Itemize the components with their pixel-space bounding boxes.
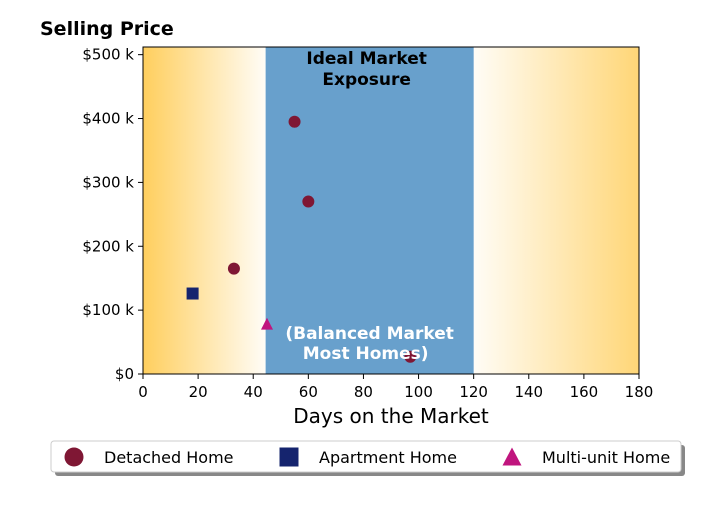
x-tick-label: 160: [570, 383, 599, 401]
data-point-circle: [404, 350, 417, 363]
y-tick-label: $100 k: [82, 301, 134, 319]
legend-label: Detached Home: [104, 448, 234, 467]
data-point-circle: [302, 195, 315, 208]
chart-title: Selling Price: [40, 18, 174, 40]
legend-marker-triangle: [502, 447, 522, 466]
x-tick-label: 180: [625, 383, 654, 401]
legend-box: [50, 440, 682, 473]
x-tick-label: 20: [189, 383, 208, 401]
legend-label: Multi-unit Home: [542, 448, 670, 467]
x-tick-label: 0: [138, 383, 148, 401]
data-markers: [186, 115, 417, 363]
y-tick-label: $500 k: [82, 46, 134, 64]
data-point-circle: [288, 115, 301, 128]
band-subtitle-line-2: Most Homes): [303, 344, 429, 364]
y-tick-label: $300 k: [82, 173, 134, 191]
legend-marker-circle: [64, 447, 84, 467]
legend-label: Apartment Home: [319, 448, 457, 467]
x-axis: 0 20 40 60 80 100 120 140 160 180: [138, 374, 653, 401]
y-tick-label: $400 k: [82, 110, 134, 128]
data-point-circle: [227, 262, 240, 275]
x-tick-label: 120: [459, 383, 488, 401]
band-title-line-1: Ideal Market: [306, 49, 427, 69]
x-tick-label: 60: [299, 383, 318, 401]
x-tick-label: 40: [244, 383, 263, 401]
background-gradient-right: [473, 47, 639, 374]
x-tick-label: 140: [514, 383, 543, 401]
legend-marker-square: [279, 447, 299, 467]
y-axis: $0 $100 k $200 k $300 k $400 k $500 k: [82, 46, 143, 383]
x-tick-label: 80: [354, 383, 373, 401]
plot-frame: [142, 46, 640, 375]
ideal-exposure-band: [265, 47, 474, 374]
background-gradient-left: [143, 47, 266, 374]
legend: Detached Home Apartment Home Multi-unit Ho…: [50, 440, 685, 476]
plot-area: Ideal Market Exposure (Balanced Market M…: [142, 46, 640, 375]
band-title-line-2: Exposure: [322, 70, 411, 90]
y-tick-label: $0: [115, 365, 134, 383]
band-subtitle-line-1: (Balanced Market: [285, 324, 454, 344]
y-tick-label: $200 k: [82, 237, 134, 255]
data-point-triangle: [261, 317, 273, 330]
x-tick-label: 100: [404, 383, 433, 401]
x-axis-label: Days on the Market: [293, 404, 489, 428]
data-point-square: [186, 287, 199, 300]
